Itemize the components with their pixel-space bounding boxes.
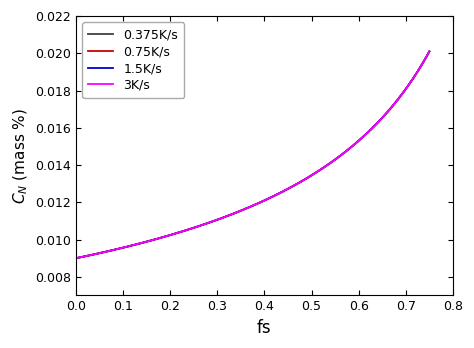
0.375K/s [295, 181, 301, 185]
1.5K/s [73, 256, 79, 260]
0.75K/s [427, 49, 432, 54]
3K/s [328, 160, 334, 165]
Line: 0.75K/s: 0.75K/s [76, 52, 429, 258]
1.5K/s [328, 160, 334, 165]
Line: 3K/s: 3K/s [76, 52, 429, 258]
0.375K/s [427, 49, 432, 54]
0.375K/s [213, 218, 219, 222]
3K/s [427, 49, 432, 54]
3K/s [213, 218, 219, 222]
0.75K/s [328, 160, 334, 165]
0.75K/s [188, 227, 194, 231]
X-axis label: fs: fs [257, 319, 272, 337]
1.5K/s [188, 227, 194, 231]
3K/s [330, 159, 336, 163]
3K/s [188, 227, 194, 231]
1.5K/s [330, 159, 336, 163]
3K/s [116, 247, 121, 251]
1.5K/s [295, 181, 301, 185]
3K/s [295, 181, 301, 185]
1.5K/s [427, 49, 432, 54]
0.75K/s [73, 256, 79, 260]
0.375K/s [188, 227, 194, 231]
0.375K/s [330, 159, 336, 163]
Line: 1.5K/s: 1.5K/s [76, 52, 429, 258]
0.75K/s [213, 218, 219, 222]
3K/s [73, 256, 79, 260]
0.375K/s [328, 160, 334, 165]
0.75K/s [116, 247, 121, 251]
Line: 0.375K/s: 0.375K/s [76, 52, 429, 258]
1.5K/s [116, 247, 121, 251]
0.375K/s [73, 256, 79, 260]
0.75K/s [330, 159, 336, 163]
1.5K/s [213, 218, 219, 222]
0.375K/s [116, 247, 121, 251]
Y-axis label: $C_N$ (mass %): $C_N$ (mass %) [11, 108, 29, 204]
Legend: 0.375K/s, 0.75K/s, 1.5K/s, 3K/s: 0.375K/s, 0.75K/s, 1.5K/s, 3K/s [82, 22, 184, 98]
0.75K/s [295, 181, 301, 185]
